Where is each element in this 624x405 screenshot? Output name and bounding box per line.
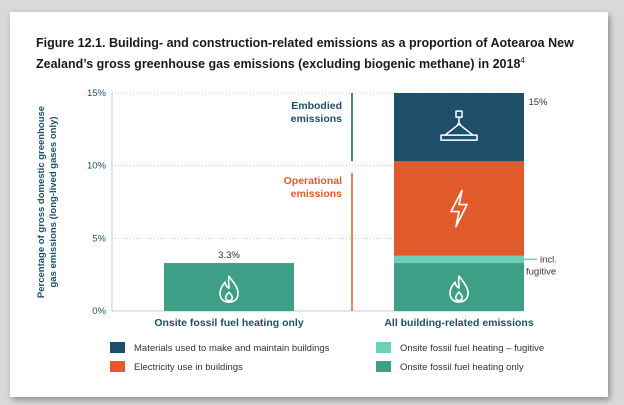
chart-title: Figure 12.1. Building- and construction-… — [36, 34, 596, 73]
legend-swatch-fossil — [376, 361, 391, 372]
legend-item-materials: Materials used to make and maintain buil… — [110, 342, 329, 355]
flame-icon-1-outer — [449, 275, 469, 303]
y-tick-label-5: 5% — [92, 233, 106, 244]
legend-label-electricity: Electricity use in buildings — [134, 362, 243, 373]
legend-item-electricity: Electricity use in buildings — [110, 361, 243, 374]
embodied-label-line-2: emissions — [291, 113, 343, 125]
flame-icon-0 — [219, 275, 239, 304]
bar-fugitive-1 — [394, 255, 524, 264]
legend-item-fugitive: Onsite fossil fuel heating – fugitive — [376, 342, 544, 355]
legend-label-fugitive: Onsite fossil fuel heating – fugitive — [400, 343, 545, 354]
lightning-icon — [450, 189, 468, 228]
operational-label-line-2: emissions — [291, 188, 343, 200]
y-axis-label-line-1: Percentage of gross domestic greenhouse — [36, 106, 47, 298]
flame-icon-1-inner — [454, 291, 464, 302]
crane-icon-slings — [444, 123, 474, 136]
x-category-label-1: All building-related emissions — [384, 317, 534, 329]
y-tick-label-15: 15% — [87, 88, 107, 99]
operational-label-line-1: Operational — [284, 175, 342, 187]
legend-swatch-fugitive — [376, 342, 391, 353]
x-category-label-0: Onsite fossil fuel heating only — [154, 317, 304, 329]
crane-icon-hook-block — [455, 110, 463, 118]
y-axis-label: Percentage of gross domestic greenhouseg… — [36, 106, 59, 298]
title-footnote-marker: 4 — [520, 56, 525, 65]
chart-title-text: Figure 12.1. Building- and construction-… — [36, 36, 574, 72]
embodied-label-line-1: Embodied — [291, 100, 342, 112]
fugitive-label-line-1: incl. — [540, 254, 557, 265]
flame-icon-0-outer — [219, 275, 239, 304]
lightning-icon-bolt — [450, 189, 468, 228]
legend-swatch-electricity — [110, 361, 125, 372]
bar-total-label-1: 15% — [528, 97, 548, 108]
bar-materials-1 — [394, 93, 524, 162]
bar-electricity-1 — [394, 161, 524, 256]
bar-total-label-0: 3.3% — [218, 250, 240, 261]
legend-item-fossil: Onsite fossil fuel heating only — [376, 361, 524, 374]
fugitive-label-line-2: fugitive — [526, 266, 556, 277]
crane-icon — [440, 110, 478, 141]
crane-icon-beam — [440, 134, 478, 141]
y-tick-label-10: 10% — [87, 161, 107, 172]
legend-label-materials: Materials used to make and maintain buil… — [134, 343, 330, 354]
y-axis-label-line-2: gas emissions (long-lived gases only) — [48, 116, 59, 287]
y-tick-label-0: 0% — [92, 306, 106, 317]
legend-label-fossil: Onsite fossil fuel heating only — [400, 362, 524, 373]
flame-icon-0-inner — [224, 291, 234, 302]
flame-icon-1 — [449, 275, 469, 303]
legend-swatch-materials — [110, 342, 125, 353]
fugitive-arrow-head — [500, 255, 507, 264]
